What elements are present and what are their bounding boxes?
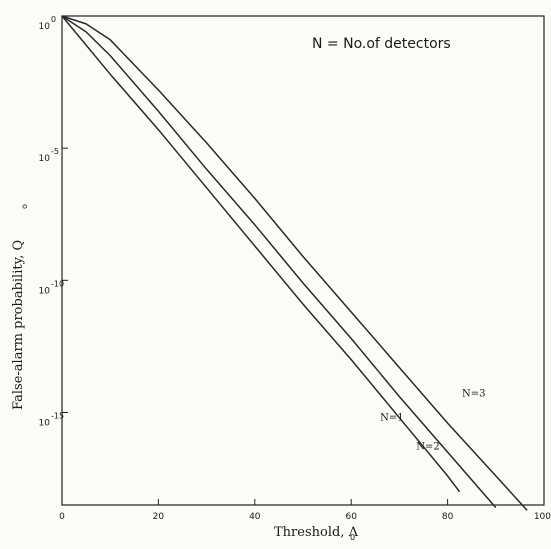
x-axis-title-subscript: 0 [350, 533, 355, 542]
x-tick-label: 80 [442, 512, 454, 522]
x-tick-label: 40 [249, 512, 261, 522]
series-line-n=1 [61, 15, 461, 493]
x-axis-title: Threshold, Λ [274, 525, 359, 540]
y-tick-exponent: -5 [51, 147, 59, 156]
series-label-n=2: N=2 [416, 441, 440, 452]
y-tick-exponent: 0 [51, 15, 56, 24]
series-label-n=1: N=1 [380, 412, 404, 423]
series-layer [61, 15, 528, 511]
series-line-n=3 [61, 15, 528, 511]
labels-layer: N=1 N=2 N=3 [380, 389, 485, 453]
y-axis-title-subscript: o [20, 204, 29, 209]
x-tick-label: 100 [534, 512, 551, 522]
y-tick-label: 10 [39, 418, 51, 428]
series-label-n=3: N=3 [462, 389, 486, 400]
y-tick-label: 10 [39, 154, 51, 164]
y-axis-title: False-alarm probability, Q [11, 240, 26, 410]
x-tick-label: 20 [153, 512, 165, 522]
y-tick-label: 10 [39, 22, 51, 32]
y-tick-exponent: -15 [51, 411, 64, 420]
y-tick-label: 10 [39, 286, 51, 296]
series-line-n=2 [61, 15, 497, 509]
y-tick-exponent: -10 [51, 279, 64, 288]
plot-frame [61, 15, 545, 506]
x-tick-label: 0 [59, 512, 65, 522]
legend-note: N = No.of detectors [312, 36, 451, 52]
x-tick-label: 60 [345, 512, 357, 522]
